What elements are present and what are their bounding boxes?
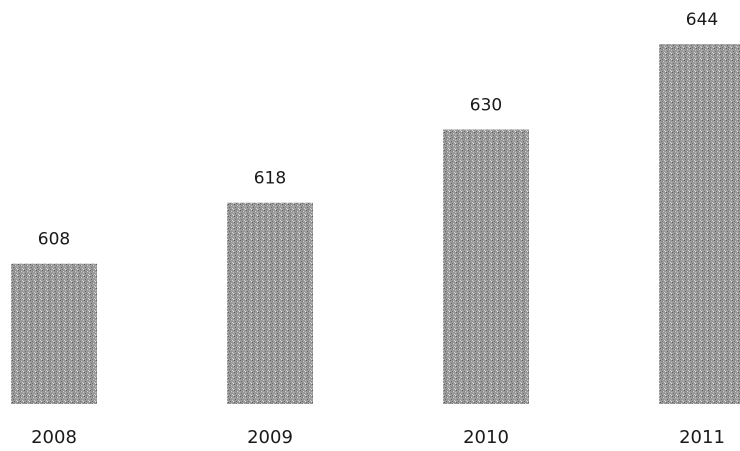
- category-label-2009: 2009: [247, 427, 293, 447]
- category-label-2010: 2010: [463, 427, 509, 447]
- data-label-2008: 608: [38, 230, 70, 250]
- bar-2010: [443, 129, 529, 404]
- category-label-2008: 2008: [31, 427, 77, 447]
- data-label-2011: 644: [686, 10, 718, 30]
- data-label-2009: 618: [254, 169, 286, 189]
- bar-2011: [659, 44, 740, 404]
- category-label-2011: 2011: [679, 427, 725, 447]
- value-labels-layer: 608 618 630 644: [38, 10, 718, 250]
- bars-layer: [11, 44, 740, 404]
- data-label-2010: 630: [470, 96, 502, 116]
- bar-2008: [11, 263, 97, 404]
- category-labels-layer: 2008 2009 2010 2011: [31, 427, 725, 448]
- bar-2009: [227, 202, 313, 404]
